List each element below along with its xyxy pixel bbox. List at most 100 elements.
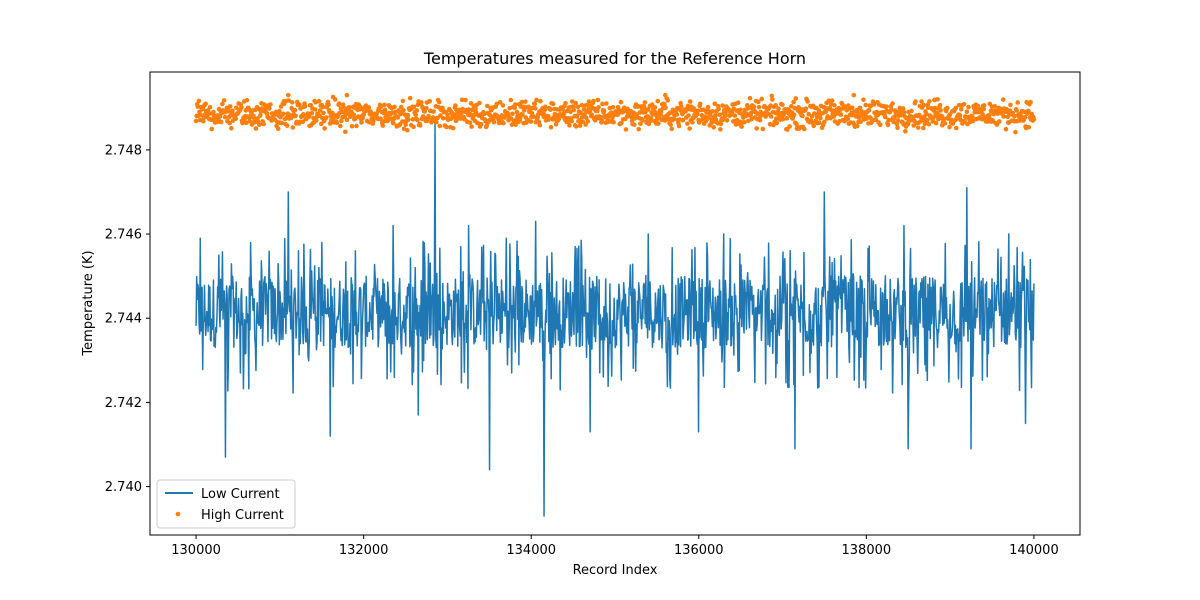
high-current-point (686, 113, 691, 118)
high-current-point (533, 106, 538, 111)
y-tick-label: 2.740 (105, 480, 142, 495)
high-current-point (756, 99, 761, 105)
high-current-point (895, 118, 901, 123)
high-current-point (953, 125, 959, 131)
high-current-point (514, 109, 520, 115)
high-current-point (915, 125, 921, 130)
high-current-point (920, 125, 926, 131)
high-current-point (240, 120, 246, 125)
high-current-point (756, 104, 762, 110)
high-current-point (970, 118, 976, 124)
high-current-point (366, 105, 372, 110)
high-current-point (414, 108, 420, 113)
high-current-point (957, 113, 963, 118)
legend-label-low-current: Low Current (201, 487, 280, 502)
high-current-point (901, 110, 907, 115)
high-current-point (891, 119, 896, 125)
high-current-point (663, 105, 668, 111)
high-current-point (193, 118, 199, 124)
high-current-point (583, 115, 589, 121)
high-current-point (477, 100, 482, 106)
high-current-point (207, 104, 213, 110)
high-current-point (500, 103, 506, 108)
high-current-point (244, 97, 250, 103)
high-current-point (326, 102, 331, 107)
high-current-point (658, 109, 664, 115)
high-current-point (829, 98, 835, 103)
x-axis: 130000 132000 134000 136000 138000 140000 (171, 535, 1059, 558)
high-current-point (710, 108, 715, 114)
high-current-point (222, 114, 228, 120)
high-current-point (522, 99, 528, 104)
high-current-point (542, 112, 547, 118)
high-current-point (378, 116, 383, 121)
high-current-point (513, 122, 519, 127)
high-current-point (900, 106, 906, 111)
high-current-point (519, 99, 525, 105)
high-current-point (289, 100, 295, 105)
high-current-point (337, 123, 343, 129)
high-current-point (565, 119, 571, 125)
x-axis-label: Record Index (573, 563, 658, 578)
high-current-point (469, 124, 474, 129)
high-current-point (665, 98, 671, 103)
high-current-point (277, 108, 282, 114)
high-current-point (346, 104, 352, 110)
high-current-point (718, 121, 724, 127)
high-current-point (436, 99, 442, 105)
high-current-point (953, 105, 958, 111)
high-current-point (473, 106, 478, 112)
high-current-point (803, 106, 809, 111)
high-current-point (596, 105, 601, 110)
high-current-point (293, 113, 298, 119)
high-current-point (391, 120, 396, 126)
high-current-point (427, 98, 433, 104)
high-current-point (811, 123, 816, 129)
high-current-point (532, 101, 538, 107)
high-current-point (623, 127, 629, 132)
high-current-point (1026, 108, 1031, 114)
high-current-point (221, 98, 227, 103)
high-current-point (280, 111, 286, 117)
high-current-point (618, 99, 624, 105)
high-current-point (832, 103, 837, 108)
high-current-point (484, 123, 490, 128)
high-current-point (339, 118, 344, 124)
high-current-point (234, 105, 239, 111)
high-current-point (958, 106, 964, 112)
high-current-point (871, 102, 877, 107)
high-current-point (718, 127, 723, 132)
series-layer (193, 92, 1037, 517)
high-current-point (770, 97, 775, 102)
high-current-point (1015, 100, 1021, 105)
high-current-point (933, 120, 939, 126)
high-current-point (1026, 124, 1032, 130)
high-current-point (645, 107, 651, 112)
high-current-point (713, 113, 718, 118)
high-current-point (403, 122, 408, 127)
high-current-point (966, 104, 971, 110)
high-current-point (359, 120, 364, 125)
high-current-point (746, 105, 752, 111)
high-current-point (392, 104, 397, 110)
high-current-point (625, 106, 630, 112)
high-current-point (578, 110, 583, 115)
high-current-point (1031, 117, 1037, 122)
high-current-point (822, 119, 827, 125)
high-current-point (419, 100, 424, 105)
high-current-point (631, 122, 637, 127)
high-current-point (1012, 113, 1017, 119)
high-current-point (720, 117, 726, 123)
legend: Low Current High Current (156, 479, 296, 529)
high-current-point (787, 124, 792, 129)
high-current-point (805, 99, 810, 104)
high-current-point (986, 112, 992, 118)
high-current-point (595, 108, 600, 114)
high-current-point (382, 102, 387, 108)
high-current-point (738, 107, 743, 113)
high-current-point (1008, 102, 1013, 108)
high-current-point (279, 120, 284, 126)
high-current-point (444, 124, 449, 130)
high-current-point (649, 102, 655, 107)
high-current-point (233, 116, 239, 121)
